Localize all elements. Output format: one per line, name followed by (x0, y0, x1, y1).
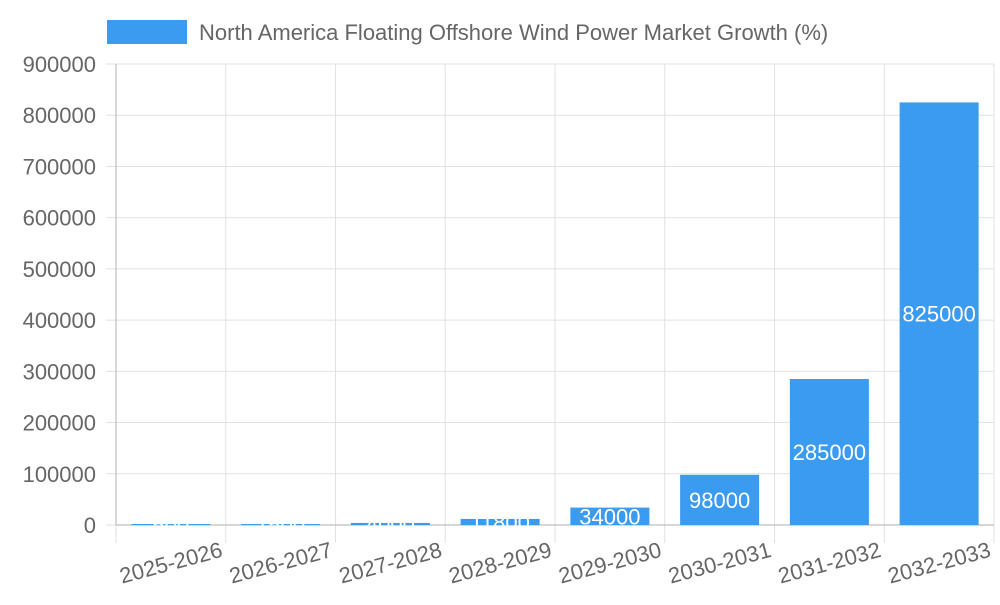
x-tick-label: 2032-2033 (885, 537, 993, 588)
x-tick-label: 2031-2032 (775, 537, 883, 588)
x-tick-label: 2029-2030 (556, 537, 664, 588)
x-tick-label: 2025-2026 (117, 537, 225, 588)
data-label: 285000 (793, 440, 866, 465)
y-tick-label: 400000 (23, 308, 96, 333)
y-tick-label: 300000 (23, 359, 96, 384)
data-label: 98000 (689, 488, 750, 513)
legend-swatch[interactable] (107, 20, 187, 44)
data-labels: 500 1500 4000 11800 34000 98000 285000 825000 (153, 302, 976, 538)
x-tick-label: 2026-2027 (227, 537, 335, 588)
data-label: 1500 (256, 513, 305, 538)
legend[interactable]: North America Floating Offshore Wind Pow… (107, 20, 828, 45)
x-tick-label: 2028-2029 (446, 537, 554, 588)
y-tick-label: 700000 (23, 154, 96, 179)
bar-2029-2030[interactable] (570, 507, 650, 525)
bars (131, 102, 979, 526)
bar-2028-2029[interactable] (460, 518, 540, 525)
bar-2026-2027[interactable] (241, 524, 321, 525)
bar-2030-2031[interactable] (680, 474, 760, 525)
bar-2025-2026[interactable] (131, 524, 211, 525)
legend-label[interactable]: North America Floating Offshore Wind Pow… (199, 20, 828, 45)
data-label: 4000 (366, 512, 415, 537)
x-tick-label: 2030-2031 (666, 537, 774, 588)
y-tick-label: 500000 (23, 257, 96, 282)
y-tick-label: 600000 (23, 206, 96, 231)
y-tick-label: 100000 (23, 462, 96, 487)
y-tick-label: 0 (84, 513, 96, 538)
axes: 0 100000 200000 300000 400000 500000 600000 700… (23, 52, 994, 588)
y-tick-label: 200000 (23, 411, 96, 436)
data-label: 500 (153, 513, 190, 538)
bar-2031-2032[interactable] (789, 379, 869, 525)
data-label: 825000 (902, 302, 975, 327)
bar-2027-2028[interactable] (350, 522, 430, 525)
x-tick-label: 2027-2028 (336, 537, 444, 588)
y-tick-label: 900000 (23, 52, 96, 77)
data-label: 34000 (579, 504, 640, 529)
bar-2032-2033[interactable] (899, 102, 979, 526)
y-tick-label: 800000 (23, 103, 96, 128)
data-label: 11800 (470, 510, 530, 535)
